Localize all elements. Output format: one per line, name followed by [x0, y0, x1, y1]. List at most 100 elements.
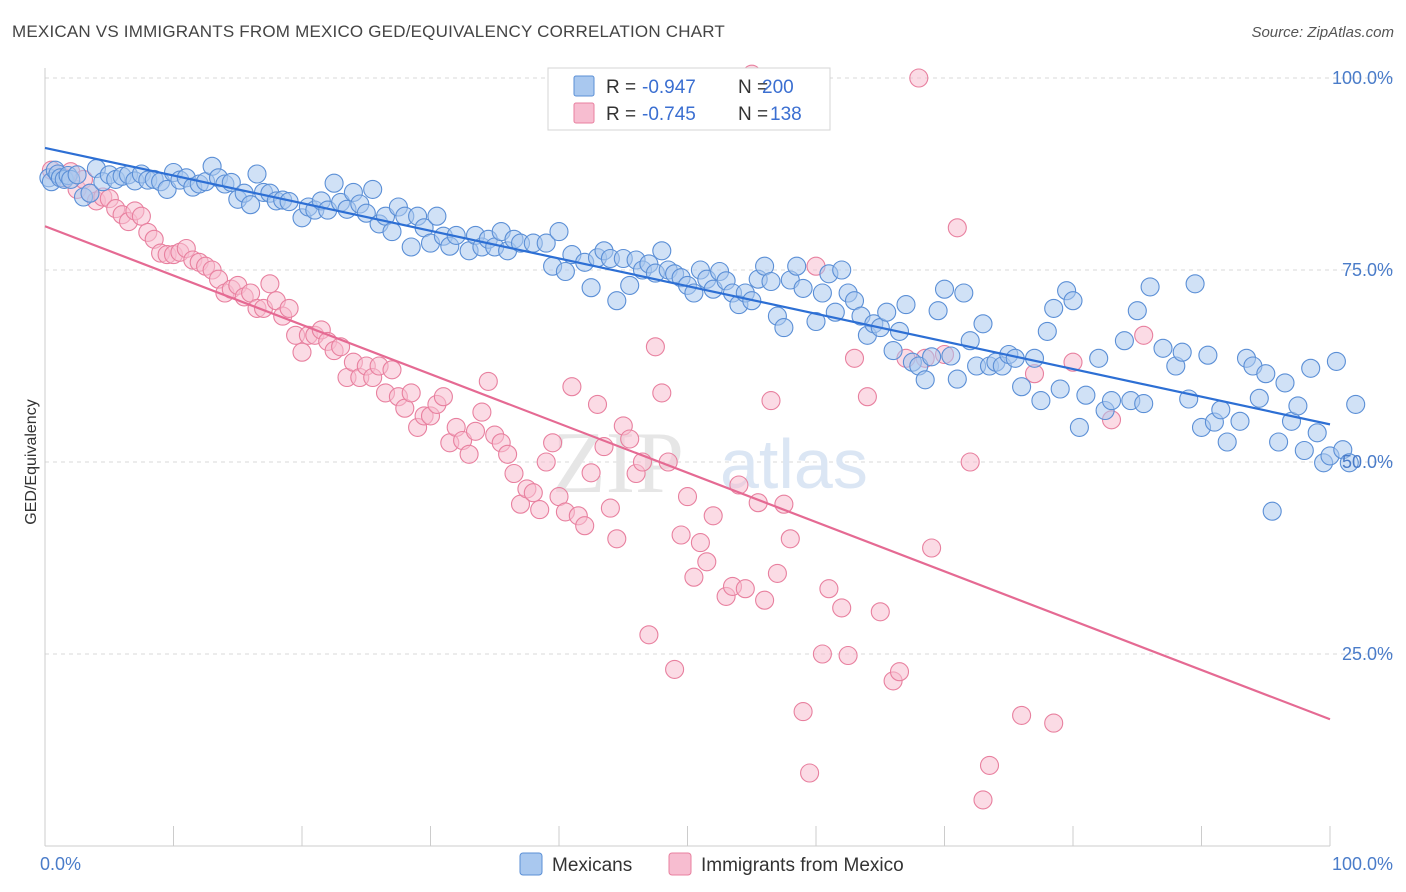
data-point — [1024, 348, 1045, 368]
data-point — [600, 498, 620, 518]
legend-r-value-mexicans: -0.947 — [642, 77, 696, 98]
data-point — [575, 516, 595, 536]
data-point — [883, 341, 903, 361]
data-point — [1012, 377, 1032, 397]
data-point — [684, 567, 704, 587]
data-point — [504, 463, 524, 484]
correlation-legend: R = -0.947 N = 200 R = -0.745 N = 138 — [547, 67, 831, 131]
data-point — [536, 452, 556, 472]
data-point — [382, 360, 402, 380]
y-tick-label: 50.0% — [1342, 452, 1393, 472]
data-point — [1217, 432, 1237, 452]
data-point — [247, 164, 267, 184]
data-point — [652, 241, 672, 261]
trend-line — [44, 225, 1331, 721]
chart-title: MEXICAN VS IMMIGRANTS FROM MEXICO GED/EQ… — [12, 22, 726, 41]
data-point — [1037, 321, 1057, 341]
data-point — [1256, 364, 1276, 384]
data-point — [812, 644, 832, 664]
data-point — [806, 311, 826, 332]
x-tick-label: 0.0% — [40, 854, 81, 874]
legend-n-value-mexicans: 200 — [762, 77, 794, 98]
chart-source: Source: ZipAtlas.com — [1251, 24, 1394, 41]
data-point — [1063, 291, 1083, 311]
bottom-legend-label-immigrants: Immigrants from Mexico — [701, 855, 904, 876]
data-point — [324, 173, 344, 193]
data-point — [793, 278, 813, 298]
data-point — [1262, 501, 1282, 521]
data-point — [427, 206, 447, 226]
data-point — [800, 763, 820, 783]
data-point — [607, 291, 627, 311]
data-point — [922, 538, 942, 558]
legend-r-label-immigrants: R = — [606, 104, 636, 125]
data-point — [1288, 396, 1308, 416]
data-point — [735, 579, 755, 599]
data-point — [761, 271, 781, 292]
data-point — [787, 256, 807, 276]
data-point — [1076, 385, 1096, 405]
bottom-legend-swatch-immigrants — [668, 852, 692, 876]
data-point — [639, 625, 659, 645]
data-point — [915, 370, 935, 390]
data-point — [131, 206, 151, 226]
data-point — [472, 402, 492, 422]
data-point — [844, 348, 865, 368]
data-point — [690, 533, 710, 553]
data-point — [587, 394, 608, 414]
data-point — [1031, 391, 1051, 411]
data-point — [832, 598, 852, 618]
data-point — [67, 165, 87, 185]
data-point — [279, 298, 299, 318]
data-point — [1172, 342, 1192, 362]
data-point — [652, 383, 672, 403]
data-point — [1127, 301, 1147, 321]
series-mexicans — [39, 156, 1366, 521]
data-point — [1114, 331, 1134, 351]
data-point — [523, 483, 543, 503]
data-point — [581, 463, 601, 483]
data-point — [774, 318, 794, 338]
data-point — [767, 563, 787, 583]
data-point — [543, 433, 563, 453]
data-point — [896, 295, 916, 315]
legend-n-label-immigrants: N = — [738, 104, 768, 125]
legend-swatch-mexicans — [573, 75, 595, 97]
data-point — [870, 602, 890, 622]
data-point — [459, 444, 479, 464]
data-point — [1326, 351, 1346, 371]
data-point — [260, 274, 280, 294]
data-point — [562, 377, 582, 397]
watermark: ZIP atlas — [552, 415, 868, 512]
y-tick-label: 75.0% — [1342, 260, 1393, 280]
bottom-legend-label-mexicans: Mexicans — [552, 855, 632, 876]
data-point — [697, 552, 717, 572]
data-point — [1134, 325, 1154, 345]
data-point — [838, 645, 858, 666]
data-point — [761, 391, 781, 411]
y-tick-label: 100.0% — [1332, 68, 1393, 88]
data-point — [671, 525, 691, 545]
data-point — [973, 314, 993, 334]
data-point — [1275, 373, 1295, 393]
data-point — [157, 179, 177, 199]
data-point — [793, 702, 813, 722]
data-point — [478, 371, 498, 391]
tick-labels: 25.0% 50.0% 75.0% 100.0% 0.0% 100.0% — [40, 68, 1393, 874]
data-point — [581, 278, 601, 298]
data-point — [832, 260, 852, 280]
data-point — [665, 659, 685, 679]
data-point — [1134, 394, 1154, 414]
data-point — [536, 233, 556, 253]
data-point — [1044, 713, 1064, 733]
trend-line — [44, 146, 1331, 426]
axes — [44, 68, 1331, 847]
data-point — [1294, 440, 1314, 461]
data-point — [928, 301, 948, 321]
data-point — [889, 662, 910, 682]
data-point — [530, 500, 550, 520]
data-point — [1153, 338, 1173, 358]
data-point — [1301, 358, 1321, 378]
data-point — [1140, 277, 1160, 297]
